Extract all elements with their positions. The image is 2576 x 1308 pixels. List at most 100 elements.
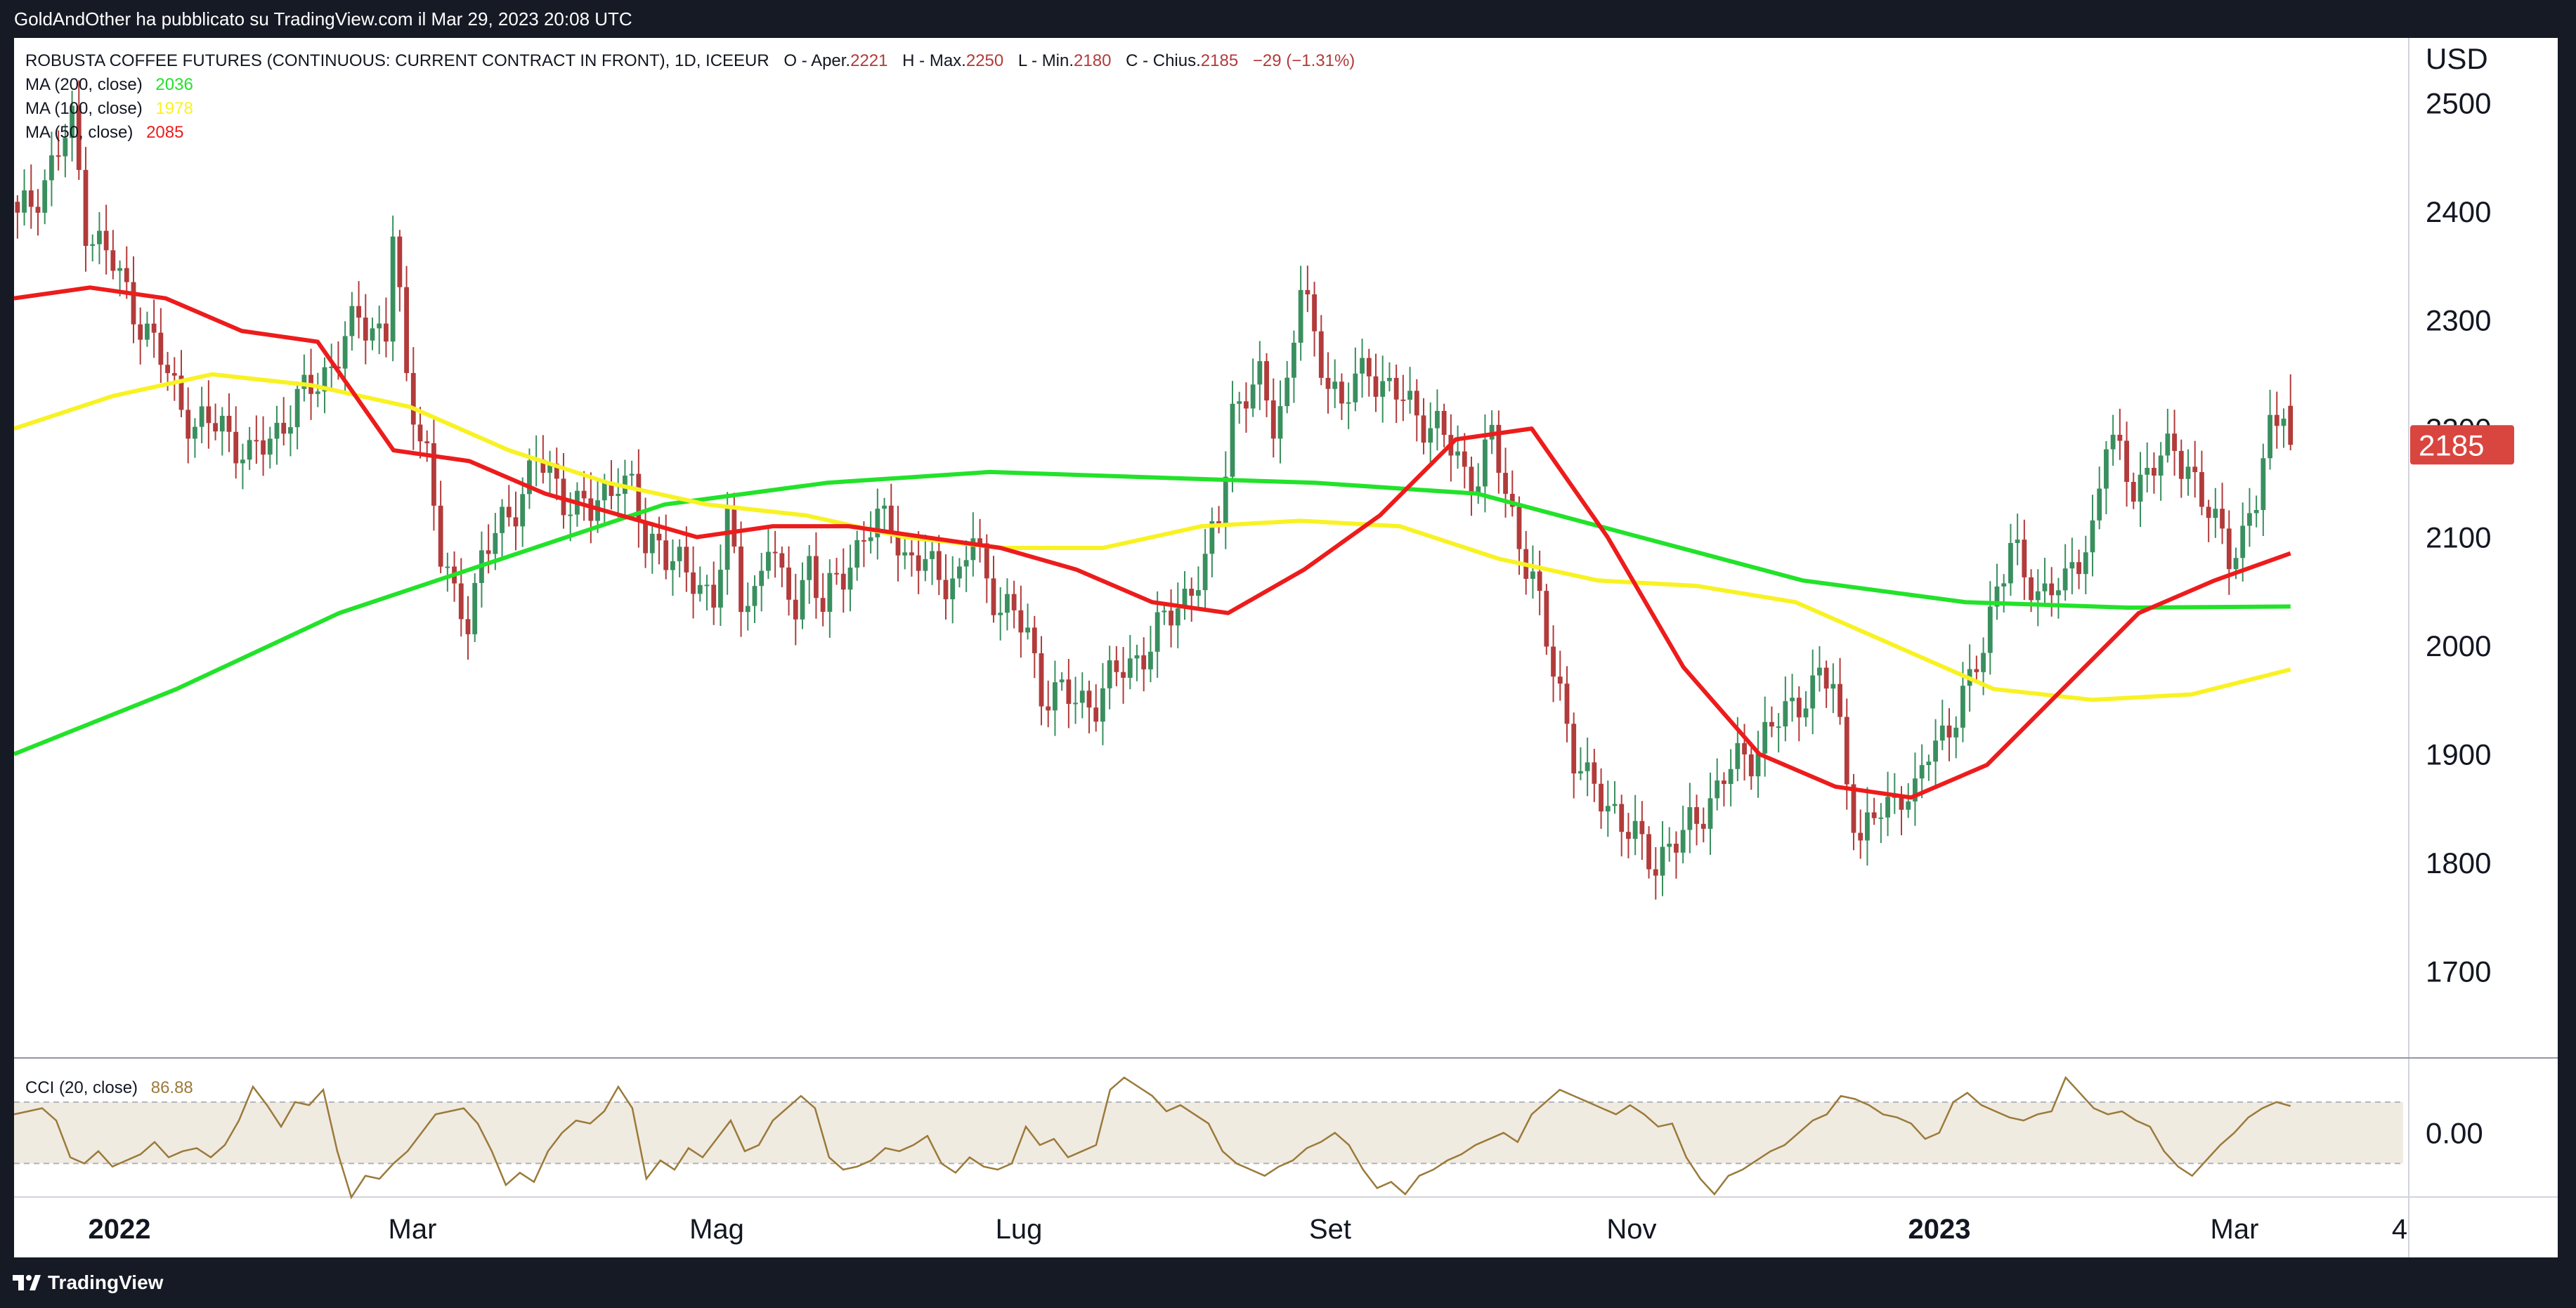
candle-body (1134, 655, 1140, 659)
candle-body (1742, 743, 1747, 754)
cci-line (14, 1075, 2291, 1200)
candle-body (35, 207, 41, 213)
candle-body (1592, 762, 1597, 784)
candle-body (1899, 796, 1904, 810)
candle-body (1762, 721, 1768, 754)
candle-body (1919, 765, 1925, 779)
legend-ma200-label: MA (200, close) (25, 75, 143, 94)
candle-body (629, 473, 635, 476)
candle-body (670, 561, 675, 570)
candle-body (1053, 682, 1058, 711)
candle-body (1339, 381, 1344, 404)
candle-body (1093, 707, 1099, 722)
candle-body (22, 190, 27, 213)
candle-body (1776, 726, 1781, 728)
candle-body (1790, 698, 1795, 702)
price-tick-label: 1800 (2426, 846, 2491, 879)
candle-body (861, 539, 866, 542)
tradingview-logo[interactable]: TradingView (13, 1271, 163, 1294)
candle-body (1073, 702, 1078, 705)
candle-body (1707, 798, 1713, 829)
candle-body (2131, 481, 2136, 502)
candle-body (1189, 589, 1195, 596)
candle-body (588, 498, 594, 521)
candle-body (609, 483, 614, 497)
year-tick-label: 2022 (89, 1214, 151, 1245)
candle-body (2049, 583, 2055, 596)
candle-body (1196, 590, 1201, 596)
candle-body (1387, 377, 1392, 381)
candle-body (1154, 612, 1160, 652)
price-tick-label: 2300 (2426, 304, 2491, 337)
candle-body (1230, 403, 1235, 477)
candle-body (656, 533, 662, 541)
candle-body (1878, 817, 1884, 819)
candle-body (356, 306, 361, 318)
candle-body (424, 441, 430, 443)
candle-body (1462, 451, 1467, 467)
candle-body (431, 443, 436, 506)
candle-body (2097, 488, 2102, 521)
candle-body (1660, 846, 1665, 876)
candle-body (404, 287, 409, 374)
candle-body (186, 410, 191, 439)
candle-body (377, 323, 382, 329)
candle-body (1325, 377, 1331, 389)
time-axis[interactable]: 2022 Mar Mag Lug Set Nov 2023 Mar 4 (89, 1214, 2408, 1245)
candle-body (117, 268, 122, 271)
candle-body (83, 169, 89, 247)
candle-body (329, 366, 334, 368)
legend-ma200[interactable]: MA (200, close) 2036 (25, 75, 193, 94)
price-tick-label: 2100 (2426, 521, 2491, 554)
candle-body (1564, 684, 1570, 724)
candle-body (145, 323, 150, 340)
candle-body (2083, 552, 2088, 575)
candle-body (1837, 684, 1842, 717)
candle-body (1755, 753, 1761, 777)
candle-body (1400, 399, 1406, 401)
candle-body (2008, 543, 2013, 584)
candle-body (56, 155, 61, 157)
candle-body (875, 509, 880, 537)
ma200-line (14, 469, 2291, 757)
candle-body (2090, 520, 2095, 553)
candle-body (1346, 402, 1351, 404)
candle-body (1148, 651, 1153, 669)
candle-body (1182, 589, 1188, 609)
chart-panel[interactable]: USD1700180019002000210022002300240025002… (14, 38, 2558, 1257)
candle-body (1237, 401, 1242, 404)
candle-body (984, 543, 989, 579)
legend-ma50[interactable]: MA (50, close) 2085 (25, 123, 183, 142)
candle-body (1551, 646, 1556, 677)
candle-body (493, 532, 498, 554)
legend-ma50-value: 2085 (146, 123, 183, 142)
legend-ma50-label: MA (50, close) (25, 123, 133, 142)
legend-cci[interactable]: CCI (20, close) 86.88 (25, 1078, 193, 1097)
candle-body (1680, 830, 1686, 853)
candle-body (1005, 594, 1010, 613)
price-tick-label: 1700 (2426, 955, 2491, 988)
candle-body (1913, 778, 1918, 802)
legend-ma100[interactable]: MA (100, close) 1978 (25, 99, 193, 118)
candle-body (261, 440, 266, 455)
candle-body (363, 318, 368, 341)
candle-body (731, 506, 737, 547)
candle-body (2035, 591, 2041, 601)
candle-body (601, 483, 607, 501)
candle-body (226, 415, 232, 432)
candle-body (138, 324, 143, 340)
legend-close-label: C - Chius. (1126, 51, 1201, 70)
candle-body (2158, 455, 2164, 476)
candle-body (1244, 401, 1249, 409)
candle-body (636, 473, 642, 522)
candle-body (1653, 869, 1658, 876)
candle-body (1277, 406, 1283, 439)
legend-ma100-label: MA (100, close) (25, 99, 143, 118)
chart-canvas[interactable]: USD1700180019002000210022002300240025002… (14, 38, 2558, 1257)
candle-body (1476, 486, 1481, 493)
candle-body (42, 180, 48, 213)
price-axis[interactable]: USD1700180019002000210022002300240025002… (2410, 42, 2514, 1150)
candle-body (1715, 780, 1720, 799)
candle-body (1059, 679, 1065, 683)
candle-body (540, 459, 546, 473)
